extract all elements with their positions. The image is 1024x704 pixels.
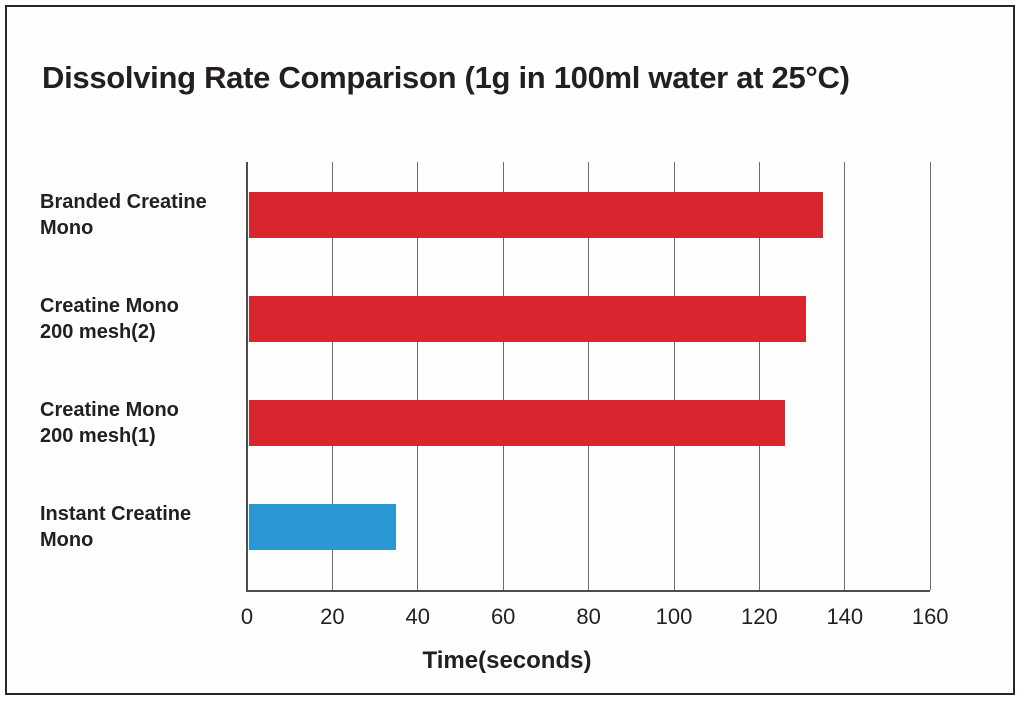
category-label-line: 200 mesh(2) — [40, 321, 156, 343]
x-tick-label: 120 — [741, 604, 778, 629]
bar — [249, 400, 785, 446]
category-label-line: Mono — [40, 217, 94, 239]
gridline — [331, 162, 333, 590]
x-tick-label: 40 — [405, 604, 431, 629]
gridline — [844, 162, 846, 590]
category-label-line: Creatine Mono — [40, 295, 179, 317]
x-tick-label: 60 — [490, 604, 516, 629]
x-tick-label: 80 — [576, 604, 601, 629]
x-axis-line — [246, 590, 930, 592]
y-axis-line — [246, 162, 248, 591]
x-tick-label: 140 — [826, 604, 864, 629]
x-tick-label: 0 — [240, 604, 254, 629]
gridline — [502, 162, 504, 590]
x-axis-title: Time(seconds) — [422, 647, 592, 674]
x-tick-label: 20 — [320, 604, 345, 629]
gridline — [588, 162, 590, 590]
category-label-line: Branded Creatine — [40, 191, 207, 213]
category-label: Creatine Mono 200 mesh(1) — [40, 397, 246, 449]
bar — [249, 504, 396, 550]
page-border-frame — [5, 5, 1015, 695]
gridline — [417, 162, 419, 590]
category-label-line: Mono — [40, 529, 94, 551]
category-label-line: 200 mesh(1) — [40, 425, 156, 447]
chart-title: Dissolving Rate Comparison (1g in 100ml … — [42, 60, 850, 95]
category-label: Branded Creatine Mono — [40, 189, 246, 241]
bar — [249, 296, 806, 342]
gridline — [758, 162, 760, 590]
category-label: Creatine Mono 200 mesh(2) — [40, 293, 246, 345]
gridline — [929, 162, 931, 590]
category-label-line: Creatine Mono — [40, 399, 179, 421]
x-tick-label: 100 — [655, 604, 693, 629]
gridline — [673, 162, 675, 590]
x-tick-label: 160 — [911, 604, 949, 629]
category-label-line: Instant Creatine — [40, 503, 192, 525]
category-label: Instant Creatine Mono — [40, 501, 246, 553]
bar — [249, 192, 823, 238]
